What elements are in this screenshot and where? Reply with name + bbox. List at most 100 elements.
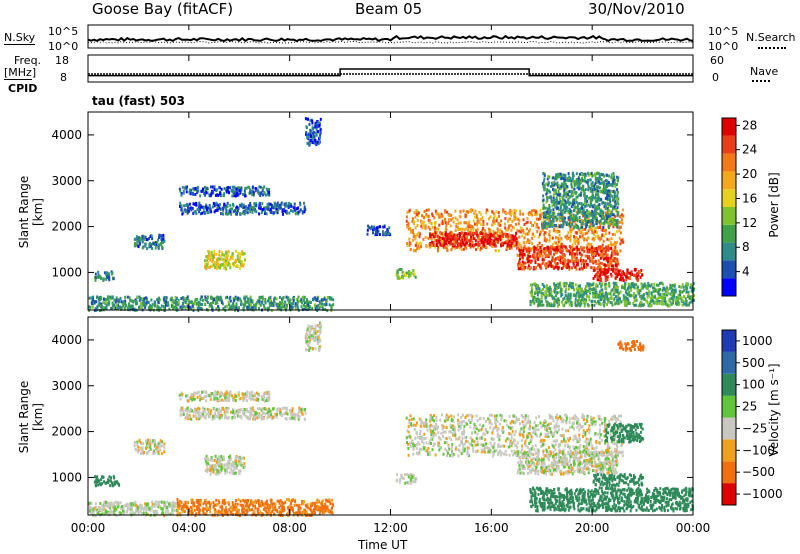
- power-cell: [594, 288, 597, 292]
- power-cell: [452, 240, 455, 244]
- power-cell: [249, 298, 252, 302]
- power-cell: [538, 253, 541, 257]
- power-cell: [220, 193, 223, 197]
- power-cell: [551, 204, 554, 208]
- power-cell: [258, 297, 261, 301]
- power-cell: [602, 182, 605, 186]
- power-cell: [471, 208, 474, 212]
- power-cell: [576, 263, 579, 267]
- power-cell: [194, 210, 197, 213]
- power-cell: [505, 248, 508, 251]
- power-cell: [559, 218, 562, 222]
- power-cell: [176, 296, 178, 300]
- power-cell: [226, 201, 229, 205]
- power-cell: [317, 304, 320, 307]
- power-cell: [572, 213, 575, 217]
- power-cell: [468, 238, 471, 242]
- power-cell: [596, 278, 599, 282]
- power-cell: [607, 248, 610, 252]
- power-cell: [135, 237, 138, 241]
- power-cell: [398, 276, 401, 280]
- power-cell: [469, 241, 472, 245]
- y-tick-label: 1000: [51, 265, 82, 279]
- power-cell: [575, 287, 578, 291]
- power-cell: [593, 216, 596, 220]
- power-cell: [500, 230, 503, 234]
- power-cell: [563, 205, 566, 209]
- power-cell: [612, 225, 615, 229]
- power-cell: [584, 287, 586, 291]
- power-cell: [603, 272, 606, 276]
- power-cell: [614, 184, 617, 188]
- power-cell: [608, 189, 611, 193]
- power-cell: [193, 202, 196, 206]
- velocity-cell: [114, 500, 117, 504]
- power-cell: [554, 224, 557, 228]
- power-cell: [206, 265, 209, 269]
- power-cell: [572, 264, 575, 268]
- power-cell: [658, 281, 661, 285]
- power-cell: [221, 302, 224, 306]
- power-cell: [251, 186, 254, 190]
- power-cell: [634, 297, 637, 301]
- power-cell: [245, 295, 248, 299]
- power-cell: [265, 187, 268, 191]
- power-cell: [554, 265, 557, 269]
- power-cell: [481, 229, 483, 233]
- power-cell: [460, 231, 463, 235]
- power-cell: [630, 288, 632, 292]
- power-cell: [482, 223, 485, 226]
- power-cell: [575, 256, 578, 260]
- power-cell: [464, 213, 467, 217]
- power-cell: [567, 222, 569, 226]
- power-cell: [548, 204, 551, 207]
- power-cell: [673, 294, 676, 298]
- power-cell: [198, 203, 201, 207]
- power-cell: [219, 208, 222, 212]
- power-cell: [208, 304, 211, 308]
- power-cell: [593, 203, 596, 207]
- power-cell: [290, 209, 292, 212]
- power-cell: [583, 263, 586, 267]
- power-cell: [102, 277, 105, 281]
- power-cell: [611, 259, 614, 262]
- power-cell: [575, 236, 578, 239]
- power-cell: [634, 303, 637, 307]
- power-cell: [542, 249, 545, 253]
- power-cell: [568, 245, 571, 248]
- power-cell: [558, 248, 561, 252]
- power-cell: [600, 249, 603, 253]
- power-cell: [458, 237, 461, 241]
- power-cell: [461, 238, 464, 242]
- power-cell: [620, 225, 622, 229]
- power-cell: [560, 205, 563, 209]
- power-cell: [609, 211, 612, 215]
- power-cell: [242, 210, 245, 213]
- power-cell: [465, 226, 468, 230]
- power-cell: [469, 208, 472, 212]
- power-cell: [581, 177, 584, 181]
- power-cell: [185, 190, 188, 194]
- power-cell: [463, 243, 466, 247]
- power-cell: [551, 296, 554, 300]
- power-cell: [578, 218, 581, 222]
- power-cell: [553, 300, 556, 304]
- power-cell: [109, 297, 112, 301]
- power-cell: [459, 210, 462, 214]
- power-cell: [513, 209, 516, 212]
- power-cell: [519, 226, 522, 230]
- power-cell: [573, 237, 576, 241]
- power-cell: [410, 230, 413, 234]
- power-cell: [518, 267, 521, 271]
- power-cell: [476, 217, 479, 221]
- power-cell: [300, 297, 303, 301]
- power-cell: [438, 236, 441, 240]
- power-cell: [531, 242, 533, 246]
- power-cell: [402, 276, 404, 280]
- power-cell: [632, 284, 635, 288]
- power-cell: [687, 290, 690, 294]
- velocity-cell: [140, 504, 143, 508]
- power-cell: [266, 203, 269, 207]
- power-cell: [537, 304, 540, 308]
- power-cell: [332, 298, 335, 302]
